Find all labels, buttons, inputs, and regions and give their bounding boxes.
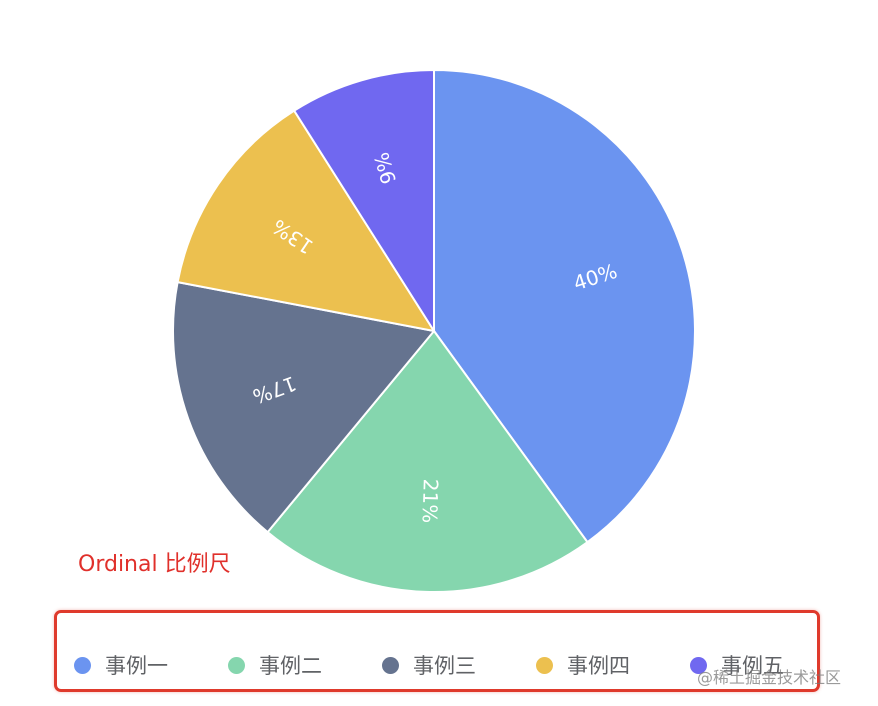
pie-slice-1[interactable]: [433, 69, 696, 544]
legend-dot-icon: [690, 656, 707, 674]
legend-label: 事例五: [721, 654, 784, 678]
slice-label-2: 21%: [417, 478, 442, 523]
legend-dot-icon: [382, 656, 399, 674]
watermark: @稀土掘金技术社区: [697, 668, 842, 687]
pie-slices: [172, 69, 696, 593]
legend-label: 事例三: [413, 654, 476, 678]
legend-item-5[interactable]: 事例五: [690, 650, 784, 680]
legend-dot-icon: [228, 656, 245, 674]
annotation-ordinal-scale: Ordinal 比例尺: [78, 552, 231, 577]
legend-item-2[interactable]: 事例二: [228, 650, 322, 680]
legend-dot-icon: [536, 656, 553, 674]
legend-item-3[interactable]: 事例三: [382, 650, 476, 680]
legend-item-1[interactable]: 事例一: [74, 650, 168, 680]
legend-highlight-box: [54, 610, 820, 692]
pie-slice-4[interactable]: [176, 109, 435, 332]
legend-label: 事例一: [105, 654, 168, 678]
legend-dot-icon: [74, 656, 91, 674]
legend-item-4[interactable]: 事例四: [536, 650, 630, 680]
legend-label: 事例四: [567, 654, 630, 678]
pie-slice-2[interactable]: [266, 330, 589, 593]
pie-slice-3[interactable]: [172, 281, 435, 534]
pie-slice-5[interactable]: [293, 69, 435, 332]
chart-legend: 事例一 事例二 事例三 事例四 事例五: [74, 650, 814, 680]
legend-label: 事例二: [259, 654, 322, 678]
